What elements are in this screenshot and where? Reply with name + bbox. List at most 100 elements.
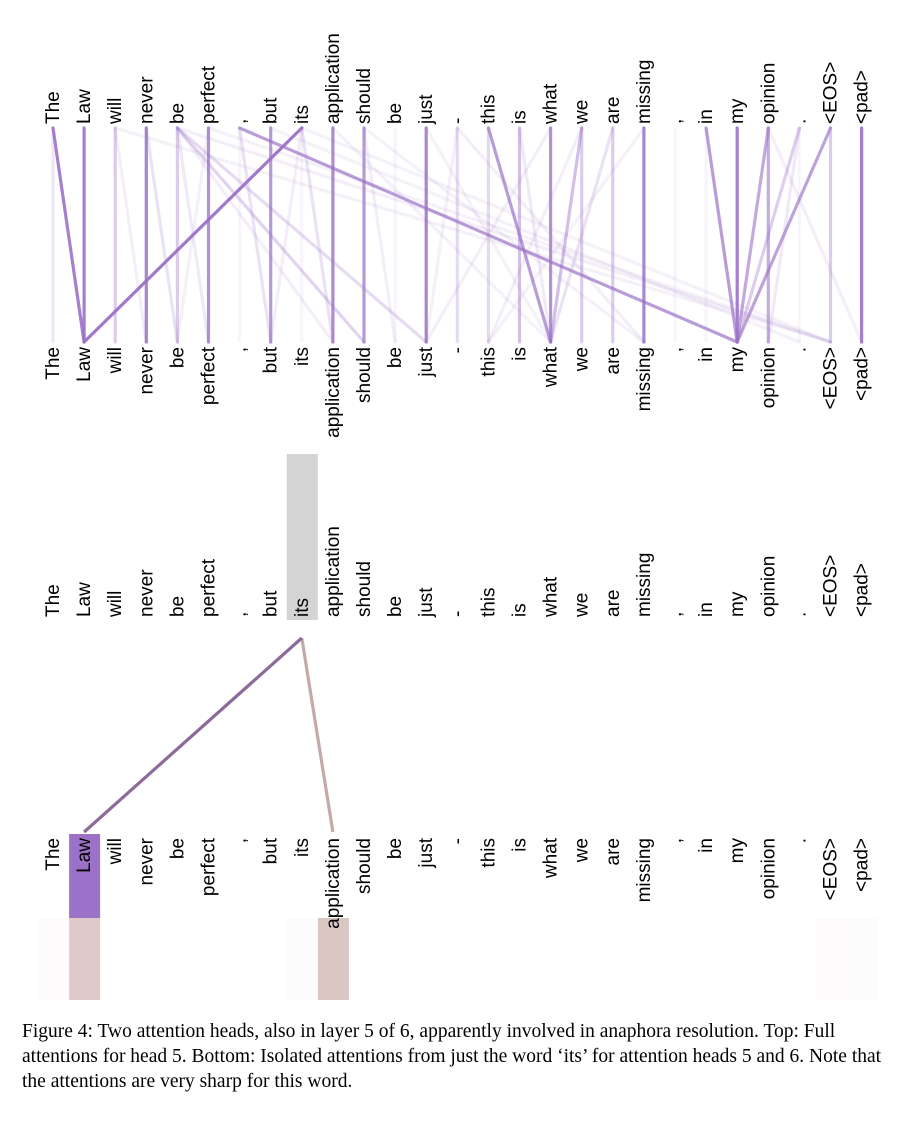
attention-line <box>517 126 553 344</box>
bottom-target-token-comma: , <box>665 838 686 843</box>
attention-line <box>113 126 148 344</box>
attention-bar-head6-eos <box>815 918 847 1000</box>
figure-caption: Figure 4: Two attention heads, also in l… <box>22 1021 882 1092</box>
top-source-token-never: never <box>136 76 157 124</box>
bottom-panel-attention-bars <box>38 454 878 1000</box>
bottom-source-token-be: be <box>385 596 406 617</box>
bottom-target-token-but: but <box>261 837 282 864</box>
bottom-panel-attention-lines <box>83 636 335 834</box>
focus-token-highlight <box>286 454 318 620</box>
bottom-source-token-application: application <box>323 526 344 617</box>
attention-bar-head6-application <box>317 918 349 1000</box>
top-source-token-application: application <box>323 33 344 124</box>
bottom-source-token-period: . <box>789 612 810 617</box>
top-source-token-eos: <EOS> <box>821 62 842 124</box>
bottom-source-token-law: Law <box>74 582 95 617</box>
top-target-token-the: The <box>43 347 64 380</box>
top-target-token-be: be <box>385 347 406 368</box>
bottom-target-token-what: what <box>541 837 562 879</box>
top-panel-attention-lines <box>51 126 864 344</box>
bottom-target-token-application: application <box>323 838 344 929</box>
top-target-token-my: my <box>727 347 748 373</box>
attention-line <box>548 126 584 344</box>
attention-line <box>704 126 739 344</box>
bottom-source-token-just: just <box>416 587 437 618</box>
top-source-token-pad: <pad> <box>852 70 873 124</box>
attention-line <box>766 126 802 344</box>
bottom-target-token-perfect: perfect <box>199 837 220 896</box>
attention-line-head5 <box>83 636 303 834</box>
top-source-token-what: what <box>541 83 562 125</box>
attention-line <box>175 126 211 344</box>
bottom-target-token-the: The <box>43 838 64 871</box>
top-target-token-missing: missing <box>634 347 655 411</box>
attention-bar-head6-the <box>38 918 69 1000</box>
top-source-token-missing: missing <box>634 60 655 124</box>
attention-line <box>175 126 833 344</box>
top-target-token-are: are <box>603 347 624 374</box>
attention-line <box>331 126 553 344</box>
attention-line <box>300 126 335 344</box>
bottom-target-token-should: should <box>354 838 375 894</box>
attention-line <box>238 126 273 344</box>
top-source-token-are: are <box>603 97 624 124</box>
top-target-token-pad: <pad> <box>852 347 873 401</box>
top-source-token-comma: , <box>665 119 686 124</box>
attention-line <box>175 126 428 344</box>
top-target-token-law: Law <box>74 347 95 382</box>
top-source-token-my: my <box>727 98 748 124</box>
attention-line <box>144 126 179 344</box>
attention-line <box>735 126 833 344</box>
bottom-target-token-are: are <box>603 838 624 865</box>
attention-line <box>82 126 304 344</box>
top-target-token-its: its <box>292 347 313 366</box>
top-target-token-is: is <box>510 347 531 361</box>
bottom-target-token-never: never <box>136 837 157 885</box>
attention-line <box>486 126 553 344</box>
attention-line-head6 <box>300 637 335 833</box>
attention-figure: The Law will never be perfect, but its applicati… <box>38 33 878 1000</box>
bottom-target-token-be: be <box>167 838 188 859</box>
attention-line <box>238 126 739 344</box>
bottom-source-token-is: is <box>510 603 531 617</box>
attention-line <box>424 126 553 344</box>
bottom-target-token-will: will <box>105 838 126 865</box>
bottom-source-token-perfect: perfect <box>199 558 220 617</box>
attention-bar-head6-law <box>69 918 101 1000</box>
top-target-token-period: . <box>789 347 810 352</box>
bottom-source-token-in: in <box>696 602 717 617</box>
bottom-source-token-we: we <box>572 593 593 618</box>
attention-bar-head6-its <box>287 918 318 1000</box>
bottom-target-token-this: this <box>478 838 499 868</box>
bottom-source-token-my: my <box>727 591 748 617</box>
attention-bar-head6-pad <box>847 918 878 1000</box>
bottom-source-token-comma: , <box>665 612 686 617</box>
attention-line <box>269 126 802 344</box>
top-target-token-should: should <box>354 347 375 403</box>
bottom-target-token-my: my <box>727 838 748 864</box>
attention-line <box>113 126 833 344</box>
attention-visualization: The Law will never be perfect, but its applicati… <box>38 33 878 1000</box>
top-source-token-perfect: perfect <box>199 65 220 124</box>
bottom-target-token-is: is <box>510 838 531 852</box>
bottom-source-token-are: are <box>603 590 624 617</box>
bottom-target-token-pad: <pad> <box>852 838 873 892</box>
top-target-token-opinion: opinion <box>758 347 779 408</box>
top-target-token-application: application <box>323 347 344 438</box>
attention-line <box>424 126 459 344</box>
top-target-token-this: this <box>478 347 499 377</box>
bottom-source-token-what: what <box>541 576 562 618</box>
top-target-token-but: but <box>261 346 282 373</box>
attention-line <box>51 126 86 344</box>
bottom-panel-target-tokens: The Law will never be perfect, but its applicati… <box>43 837 873 929</box>
attention-bar-head5-law <box>69 834 101 918</box>
top-source-token-dash: - <box>447 118 468 124</box>
bottom-source-token-missing: missing <box>634 553 655 617</box>
attention-line <box>455 126 646 344</box>
attention-line <box>362 126 646 344</box>
bottom-source-token-should: should <box>354 561 375 617</box>
attention-line <box>766 126 864 344</box>
attention-line <box>424 126 553 344</box>
bottom-target-token-eos: <EOS> <box>821 838 842 900</box>
top-target-token-never: never <box>136 346 157 394</box>
